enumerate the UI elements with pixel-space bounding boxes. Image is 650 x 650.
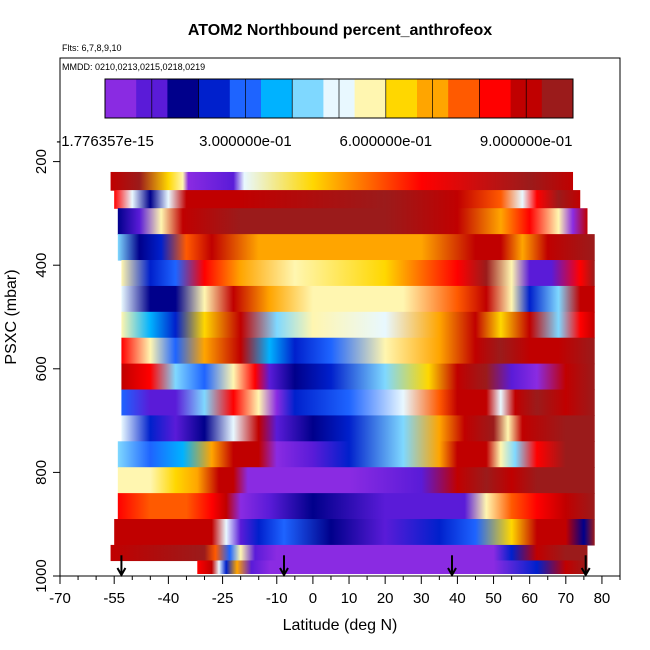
heatmap-band — [114, 190, 581, 209]
chart-title: ATOM2 Northbound percent_anthrofeox — [188, 22, 492, 39]
marker-arrows — [116, 555, 591, 578]
colorbar-border — [104, 78, 574, 119]
x-axis-label: Latitude (deg N) — [283, 617, 398, 634]
flights-text: Flts: 6,7,8,9,10 — [62, 43, 122, 53]
colorbar-tick-label: 9.000000e-01 — [480, 133, 573, 150]
arrow-head — [116, 567, 127, 578]
x-tick-label: 10 — [341, 590, 358, 607]
x-tick-label: 60 — [521, 590, 538, 607]
colorbar-cell — [261, 79, 293, 118]
heatmap-band — [197, 560, 588, 575]
colorbar-tick-label: 6.000000e-01 — [340, 133, 433, 150]
colorbar-cell — [354, 79, 387, 118]
colorbar-tick-label: 3.000000e-01 — [199, 133, 292, 150]
colorbar-cell — [541, 79, 574, 118]
arrow-head — [580, 567, 591, 578]
arrow-head — [447, 567, 457, 578]
heatmap-band — [117, 234, 595, 261]
y-tick-label: 400 — [33, 253, 50, 278]
colorbar-cell — [385, 79, 418, 118]
x-tick-label: -25 — [212, 590, 234, 607]
y-tick-label: 800 — [33, 460, 50, 485]
heatmap-band — [114, 519, 595, 546]
heatmap-band — [117, 493, 595, 520]
x-tick-label: 40 — [449, 590, 466, 607]
heatmap-band — [121, 285, 595, 313]
heatmap-band — [121, 311, 595, 339]
plot-frame — [59, 57, 621, 577]
x-tick-label: 30 — [413, 590, 430, 607]
heatmap-band — [117, 467, 595, 494]
colorbar-cell — [167, 79, 200, 118]
arrow-head — [279, 567, 289, 578]
x-tick-label: 80 — [594, 590, 611, 607]
heatmap-bands — [110, 171, 595, 575]
colorbar-tick-label: -1.776357e-15 — [56, 133, 154, 150]
x-tick-label: -70 — [49, 590, 71, 607]
colorbar-cell — [198, 79, 231, 118]
x-tick-label: 50 — [485, 590, 502, 607]
heatmap-band — [121, 337, 595, 365]
x-tick-label: -40 — [158, 590, 180, 607]
colorbar-cell — [105, 79, 137, 118]
heatmap-band — [121, 389, 595, 417]
x-tick-label: 20 — [377, 590, 394, 607]
x-tick-label: 0 — [309, 590, 317, 607]
colorbar-cell — [448, 79, 480, 118]
y-tick-label: 1000 — [33, 559, 50, 592]
colorbar-cell — [479, 79, 512, 118]
heatmap-band — [121, 260, 595, 287]
x-tick-label: -10 — [266, 590, 288, 607]
heatmap-band — [110, 544, 588, 562]
heatmap-band — [117, 441, 595, 468]
colorbar-cell — [292, 79, 324, 118]
y-tick-label: 200 — [33, 149, 50, 174]
colorbar-labels: -1.776357e-15 3.000000e-01 6.000000e-01 9.0… — [56, 133, 572, 150]
x-axis: -70 -55 -40 -25 -10 0 10 20 30 40 50 60 70 80 — [49, 576, 621, 607]
y-axis-label: PSXC (mbar) — [3, 269, 20, 364]
heatmap-band — [117, 208, 588, 235]
x-tick-label: -55 — [103, 590, 125, 607]
dates-text: MMDD: 0210,0213,0215,0218,0219 — [62, 62, 205, 72]
heatmap-band — [110, 171, 574, 191]
y-axis: 200 400 600 800 1000 — [33, 149, 60, 593]
heatmap-band — [121, 415, 595, 442]
colorbar — [104, 78, 574, 119]
heatmap-band — [121, 363, 595, 391]
x-tick-label: 70 — [557, 590, 574, 607]
y-tick-label: 600 — [33, 356, 50, 381]
